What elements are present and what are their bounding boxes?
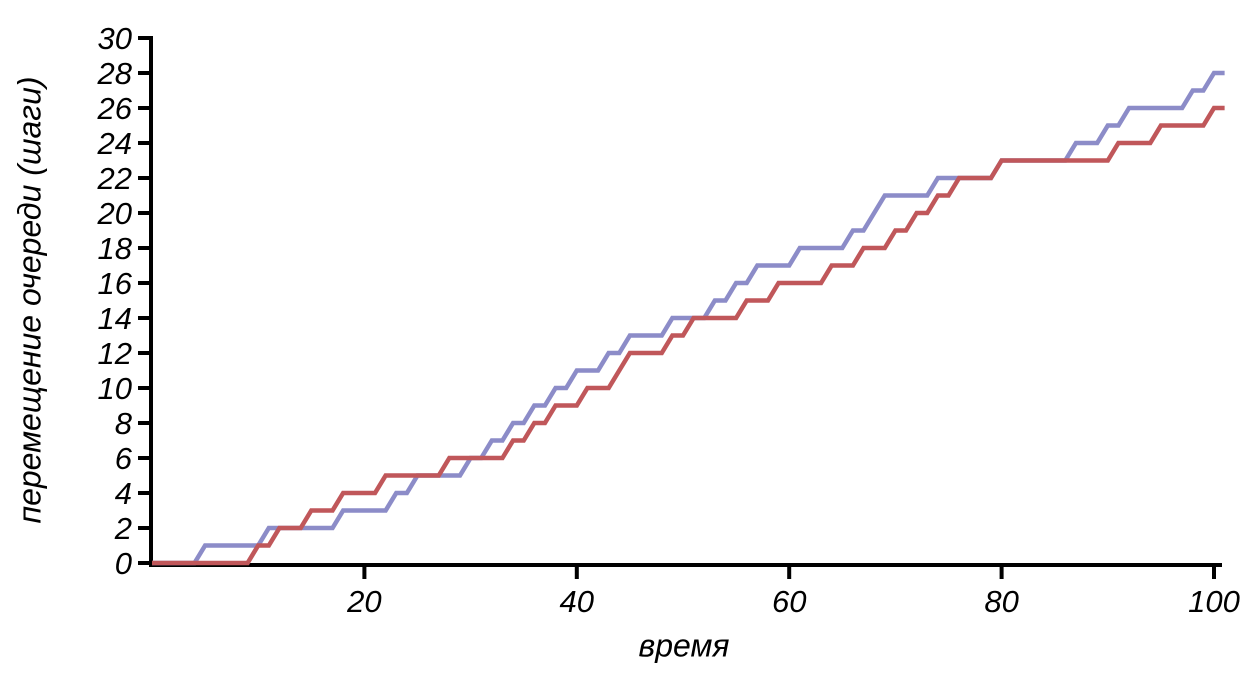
y-tick: [138, 561, 149, 565]
series-line-red: [152, 105, 1225, 566]
x-axis-label: время: [638, 627, 730, 664]
y-tick-label: 16: [98, 266, 133, 301]
y-tick-label: 8: [115, 406, 133, 441]
x-tick: [362, 567, 367, 579]
y-tick: [138, 246, 149, 250]
x-tick: [574, 567, 579, 579]
x-tick-label: 100: [1188, 584, 1240, 619]
y-tick: [138, 421, 149, 425]
y-tick-label: 4: [115, 476, 132, 511]
y-tick-label: 30: [98, 21, 132, 56]
y-tick: [138, 211, 149, 215]
y-tick: [138, 316, 149, 320]
y-axis-label: перемещение очереди (шаги): [11, 76, 48, 524]
y-tick-label: 20: [97, 196, 132, 231]
y-tick: [138, 281, 149, 285]
y-tick-label: 12: [98, 336, 132, 371]
y-tick-label: 6: [115, 441, 133, 476]
x-tick: [1212, 567, 1216, 579]
x-tick: [787, 567, 792, 579]
y-tick-label: 28: [97, 56, 133, 91]
y-tick-label: 26: [97, 91, 133, 126]
y-tick: [138, 456, 149, 460]
x-tick-label: 40: [560, 584, 594, 619]
y-tick-label: 14: [98, 301, 132, 336]
series-line-purple: [152, 70, 1225, 566]
y-tick: [138, 526, 149, 530]
x-tick: [999, 567, 1004, 579]
x-tick-label: 80: [984, 584, 1018, 619]
y-tick-label: 24: [97, 126, 132, 161]
y-tick-label: 2: [114, 511, 132, 546]
y-tick: [138, 351, 149, 355]
y-tick: [138, 386, 149, 390]
y-tick: [138, 71, 149, 75]
y-tick-label: 18: [98, 231, 133, 266]
y-tick: [138, 36, 149, 40]
y-tick: [138, 141, 149, 145]
y-tick-label: 0: [115, 546, 132, 581]
y-tick: [138, 491, 149, 495]
y-tick-label: 22: [97, 161, 132, 196]
y-axis-line: [149, 36, 153, 567]
x-tick-label: 60: [772, 584, 806, 619]
y-tick: [138, 176, 149, 180]
y-tick-label: 10: [98, 371, 132, 406]
x-tick-label: 20: [346, 584, 381, 619]
x-axis-line: [149, 563, 1222, 567]
y-tick: [138, 106, 149, 110]
